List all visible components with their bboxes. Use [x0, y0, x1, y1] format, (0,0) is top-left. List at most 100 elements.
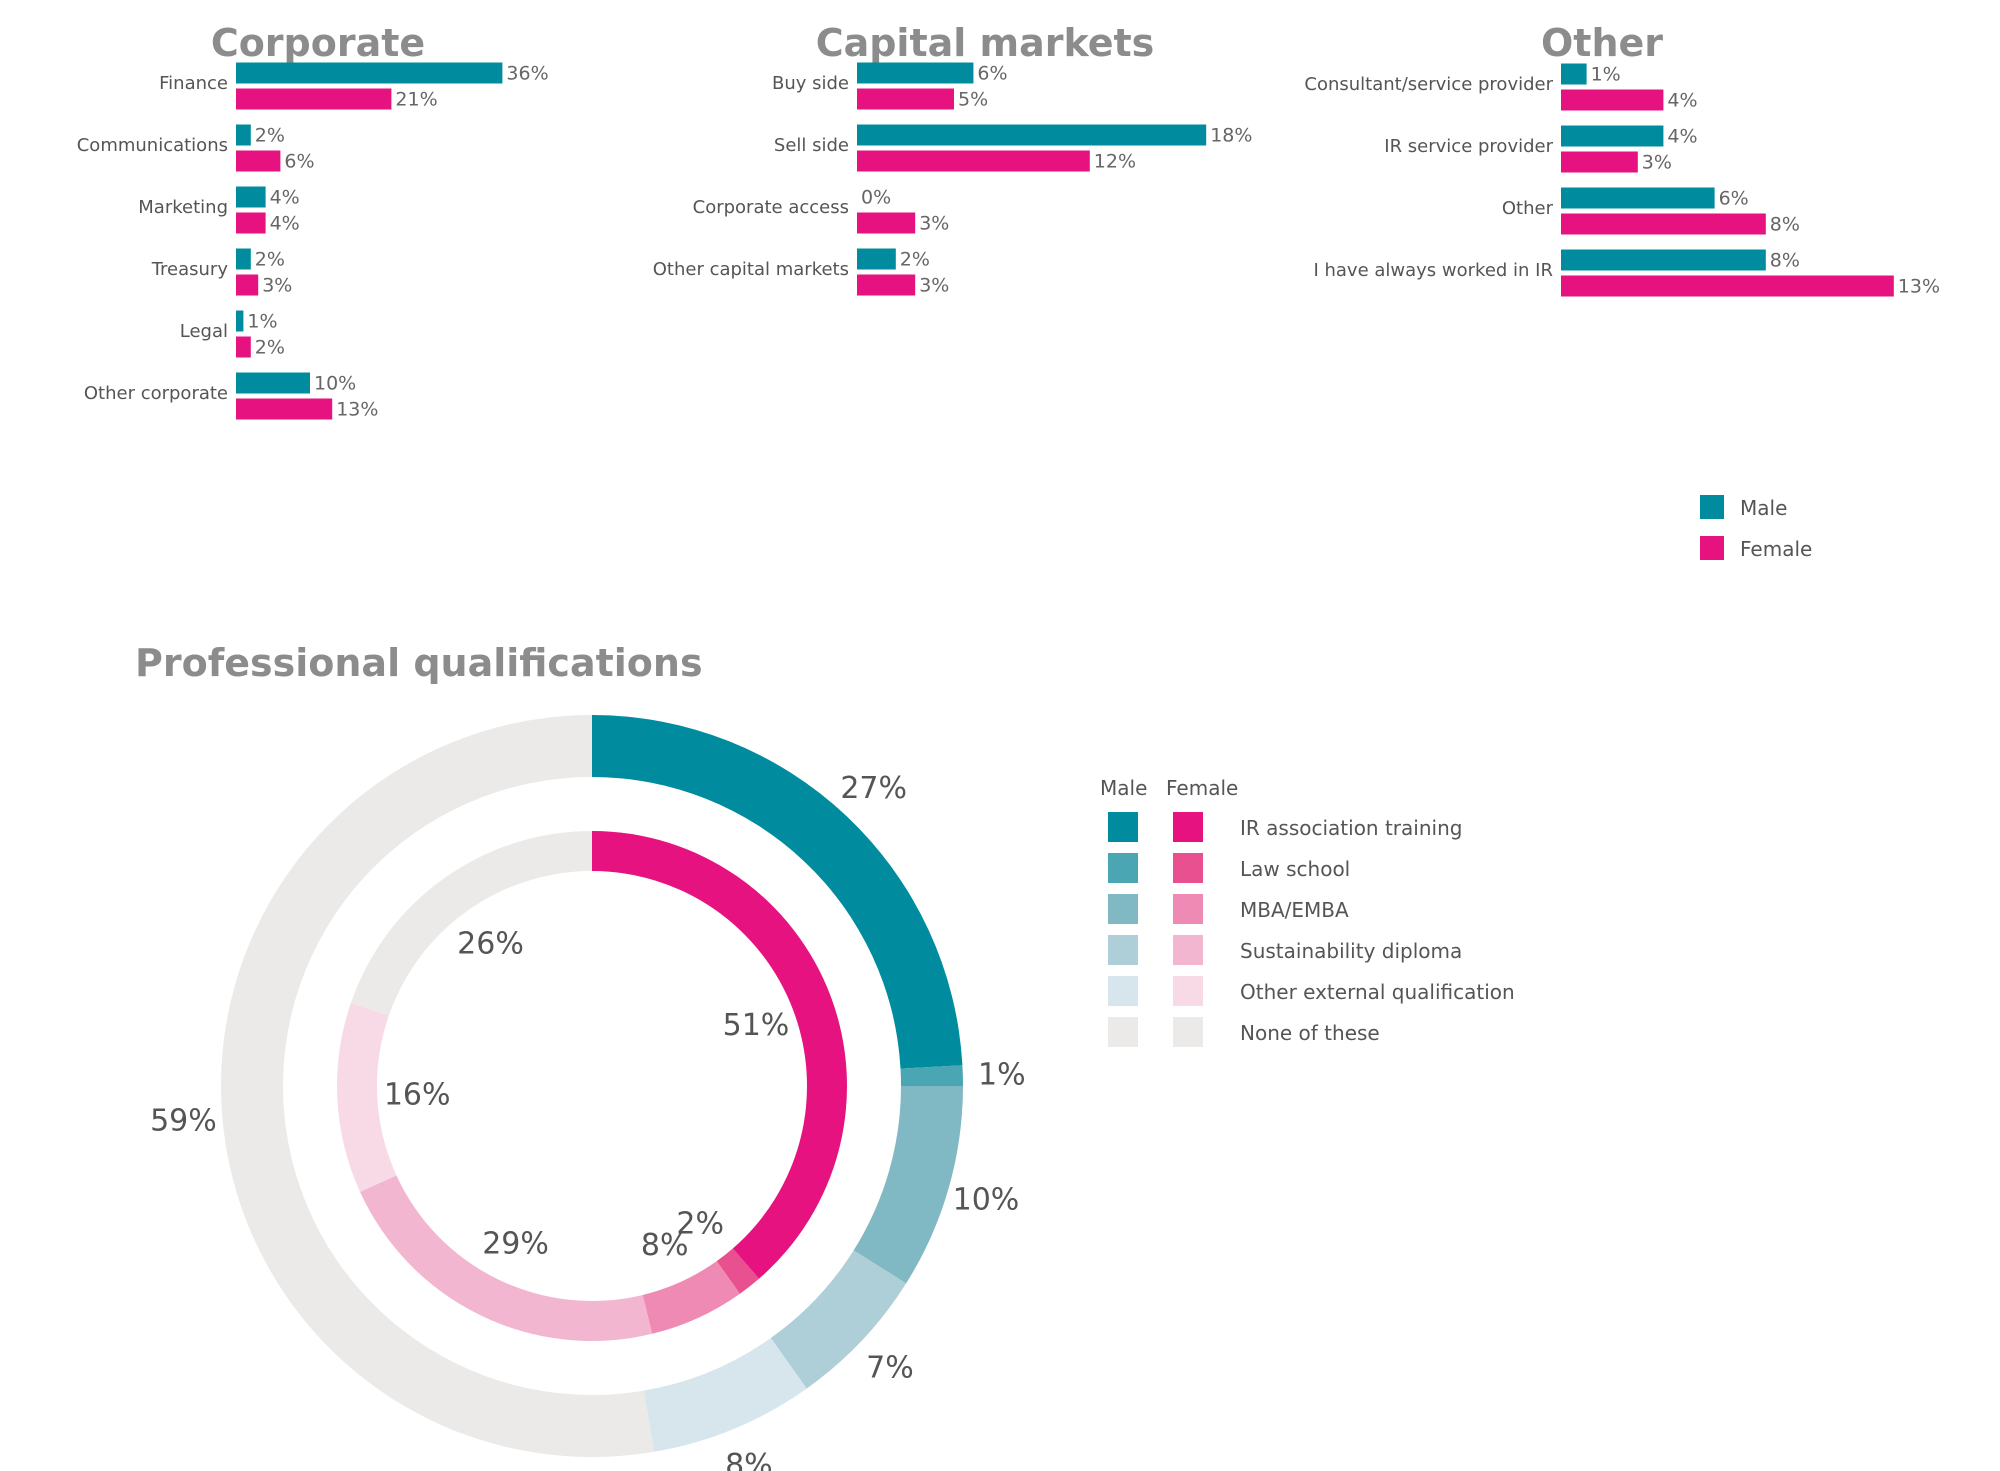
- legend-male-label: Male: [1740, 496, 1787, 520]
- male-bar: [1561, 187, 1715, 209]
- male-slice-label: 7%: [866, 1351, 914, 1386]
- legend-male-swatch: [1108, 812, 1138, 842]
- female-bar: [236, 274, 259, 296]
- female-slice: [592, 831, 848, 1279]
- bar-value-label: 6%: [284, 151, 314, 173]
- male-slice-label: 8%: [725, 1448, 773, 1471]
- bar-value-label: 6%: [977, 63, 1007, 85]
- bar-value-label: 10%: [314, 373, 356, 395]
- bar-value-label: 13%: [336, 399, 378, 421]
- bar-value-label: 3%: [919, 213, 949, 235]
- female-slice: [351, 831, 592, 1016]
- female-bar: [1561, 89, 1664, 111]
- bar-value-label: 18%: [1210, 125, 1252, 147]
- bar-value-label: 2%: [255, 125, 285, 147]
- male-slice-label: 10%: [953, 1183, 1020, 1218]
- bar-value-label: 8%: [1770, 214, 1800, 236]
- male-slice-label: 27%: [840, 771, 907, 806]
- bar-value-label: 4%: [1667, 90, 1697, 112]
- bar-value-label: 4%: [1667, 126, 1697, 148]
- category-label: Marketing: [138, 197, 228, 218]
- male-bar: [857, 248, 896, 270]
- category-label: Sell side: [774, 135, 849, 156]
- chart-title-2: Other: [1541, 21, 1663, 65]
- category-label: Consultant/service provider: [1304, 74, 1553, 95]
- bar-value-label: 3%: [919, 275, 949, 297]
- male-slice: [853, 1086, 963, 1284]
- female-slice-label: 16%: [384, 1077, 451, 1112]
- male-slice: [643, 1338, 807, 1452]
- category-label: Other: [1502, 198, 1554, 219]
- female-bar: [236, 398, 333, 420]
- female-bar: [236, 88, 392, 110]
- bar-value-label: 0%: [861, 187, 891, 209]
- male-slice: [592, 715, 963, 1069]
- legend-category-label: Sustainability diploma: [1240, 939, 1462, 963]
- legend-male-swatch: [1700, 495, 1724, 519]
- category-label: I have always worked in IR: [1313, 260, 1553, 281]
- female-slice: [716, 1248, 759, 1294]
- legend-category-label: IR association training: [1240, 816, 1462, 840]
- female-bar: [857, 150, 1090, 172]
- bar-value-label: 12%: [1094, 151, 1136, 173]
- legend-female-swatch: [1173, 894, 1203, 924]
- legend-female-swatch: [1173, 853, 1203, 883]
- male-bar: [1561, 125, 1664, 147]
- legend-female-label: Female: [1740, 537, 1812, 561]
- bar-value-label: 8%: [1770, 250, 1800, 272]
- legend-header-female: Female: [1166, 776, 1238, 800]
- male-slice-label: 1%: [978, 1058, 1026, 1093]
- male-bar: [236, 248, 251, 270]
- male-bar: [857, 124, 1207, 146]
- bar-value-label: 36%: [506, 63, 548, 85]
- chart-title-1: Capital markets: [816, 21, 1155, 65]
- category-label: Corporate access: [693, 197, 849, 218]
- male-bar: [236, 186, 266, 208]
- male-slice: [770, 1250, 907, 1389]
- legend-category-label: None of these: [1240, 1021, 1380, 1045]
- bar-value-label: 21%: [395, 89, 437, 111]
- legend-female-swatch: [1173, 812, 1203, 842]
- female-bar: [857, 212, 916, 234]
- female-slice-label: 29%: [482, 1226, 549, 1261]
- category-label: Finance: [159, 73, 228, 94]
- category-label: Other capital markets: [653, 259, 849, 280]
- legend-female-swatch: [1700, 536, 1724, 560]
- male-bar: [1561, 63, 1587, 85]
- bar-value-label: 6%: [1719, 188, 1749, 210]
- bar-value-label: 4%: [270, 187, 300, 209]
- legend-male-swatch: [1108, 935, 1138, 965]
- legend-header-male: Male: [1100, 776, 1147, 800]
- legend-category-label: Law school: [1240, 857, 1350, 881]
- male-bar: [236, 124, 251, 146]
- male-bar: [236, 62, 503, 84]
- female-slice-label: 8%: [641, 1228, 689, 1263]
- legend-category-label: Other external qualification: [1240, 980, 1515, 1004]
- male-slice: [900, 1065, 963, 1086]
- category-label: Other corporate: [84, 383, 228, 404]
- bar-value-label: 13%: [1898, 276, 1940, 298]
- legend-category-label: MBA/EMBA: [1240, 898, 1349, 922]
- female-bar: [236, 150, 281, 172]
- category-label: Communications: [77, 135, 228, 156]
- bar-value-label: 2%: [255, 337, 285, 359]
- bar-value-label: 3%: [1642, 152, 1672, 174]
- female-slice: [360, 1175, 653, 1341]
- male-bar: [1561, 249, 1766, 271]
- chart-title-0: Corporate: [211, 21, 425, 65]
- category-label: Buy side: [772, 73, 849, 94]
- category-label: Legal: [180, 321, 228, 342]
- female-slice-label: 2%: [676, 1207, 724, 1242]
- bar-value-label: 2%: [900, 249, 930, 271]
- female-slice-label: 51%: [723, 1008, 790, 1043]
- legend-male-swatch: [1108, 894, 1138, 924]
- female-bar: [236, 336, 251, 358]
- female-slice: [642, 1261, 740, 1334]
- bar-value-label: 5%: [958, 89, 988, 111]
- female-bar: [236, 212, 266, 234]
- donut-title: Professional qualifications: [135, 641, 703, 685]
- bar-value-label: 2%: [255, 249, 285, 271]
- female-bar: [1561, 275, 1894, 297]
- legend-female-swatch: [1173, 1017, 1203, 1047]
